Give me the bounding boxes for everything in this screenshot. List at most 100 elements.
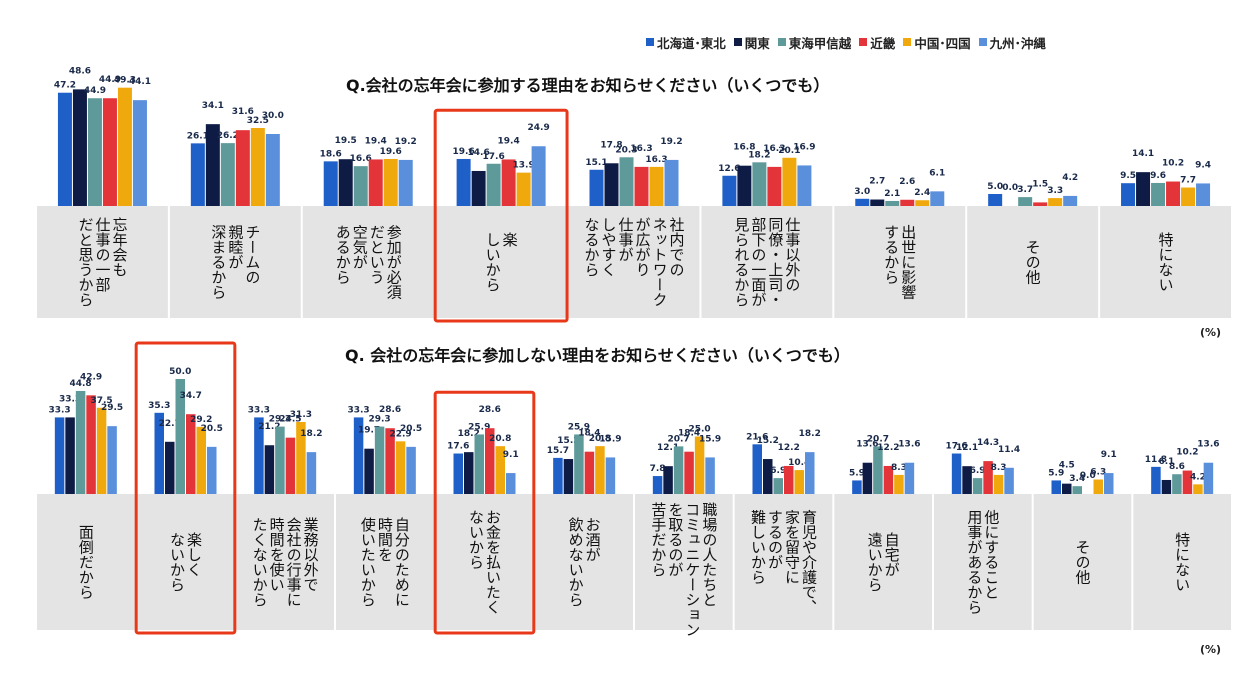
category-cell	[834, 206, 966, 318]
data-label: 4.2	[1190, 472, 1206, 482]
bar	[453, 453, 463, 494]
bar	[1048, 198, 1063, 206]
bar	[737, 165, 752, 206]
data-label: 12.1	[657, 443, 679, 453]
category-cell	[37, 206, 168, 318]
data-label: 20.3	[615, 145, 637, 155]
data-label: 7.8	[650, 464, 666, 474]
category-label: たくないから	[251, 517, 269, 607]
bar	[72, 89, 87, 206]
bar	[722, 175, 737, 206]
category-label: 特にない	[1173, 532, 1191, 592]
bar	[96, 407, 107, 494]
category-label: 家を留守に	[783, 510, 801, 585]
data-label: 3.0	[854, 187, 870, 197]
data-label: 4.5	[1059, 461, 1075, 471]
bar	[186, 414, 196, 494]
category-cell	[1133, 494, 1231, 630]
data-label: 10.2	[1162, 159, 1184, 169]
category-label: が広がり	[634, 217, 652, 277]
legend-swatch	[859, 38, 868, 46]
category-label: 見られるから	[732, 217, 750, 307]
bar	[464, 452, 474, 494]
bar	[75, 390, 86, 494]
bar	[805, 452, 815, 494]
data-label: 0.0	[1080, 471, 1096, 481]
category-label: 空気が	[351, 225, 369, 270]
category-label: お金を払いたく	[484, 510, 502, 615]
category-label: 社内での	[668, 217, 686, 277]
category-label: 会社の行事に	[285, 517, 303, 607]
data-label: 18.2	[748, 150, 770, 160]
bar	[563, 459, 574, 494]
category-label: 出世に影響	[899, 225, 917, 301]
data-label: 20.8	[589, 434, 611, 444]
legend: 北海道･東北 関東 東海甲信越 近畿 中国･四国 九州･沖縄	[646, 33, 1054, 52]
data-label: 6.9	[770, 466, 786, 476]
category-cell	[734, 494, 833, 630]
data-label: 6.3	[1090, 468, 1106, 478]
category-label: を取るのが	[666, 502, 684, 577]
data-label: 18.6	[320, 149, 342, 159]
bar	[634, 166, 649, 206]
category-label: ないから	[467, 510, 485, 570]
category-label: 苦手だから	[649, 502, 667, 577]
bar	[894, 474, 904, 494]
data-label: 13.6	[856, 440, 878, 450]
data-label: 12.2	[877, 443, 899, 453]
bar	[207, 446, 217, 494]
bar	[265, 134, 280, 206]
data-label: 28.6	[479, 405, 501, 415]
data-label: 44.8	[69, 379, 91, 389]
category-label: 育児や介護で、	[800, 510, 818, 615]
bar	[86, 395, 96, 494]
data-label: 20.7	[667, 434, 689, 444]
category-label: 時間を使い	[268, 517, 286, 592]
category-cell	[635, 494, 733, 630]
data-label: 6.9	[970, 466, 986, 476]
category-label: 仕事以外の	[783, 217, 801, 292]
bar	[1062, 483, 1072, 494]
data-label: 47.2	[54, 81, 76, 91]
data-label: 20.7	[867, 434, 889, 444]
data-label: 22.9	[389, 429, 411, 439]
bar	[752, 162, 767, 206]
data-label: 19.4	[365, 136, 387, 146]
bar	[1136, 172, 1151, 206]
data-label: 12.2	[778, 443, 800, 453]
bar	[951, 453, 962, 494]
legend-item-kyushu-okinawa: 九州･沖縄	[978, 33, 1046, 52]
data-label: 29.5	[101, 403, 123, 413]
bar	[673, 446, 684, 494]
data-label: 15.2	[757, 436, 779, 446]
bar	[474, 434, 484, 494]
data-label: 17.6	[447, 442, 469, 452]
chart-title: Q. 会社の忘年会に参加しない理由をお知らせください（いくつでも）	[345, 346, 850, 365]
bar	[763, 459, 773, 494]
legend-item-kinki: 近畿	[859, 33, 895, 52]
bar	[883, 465, 894, 494]
legend-swatch	[978, 38, 987, 46]
data-label: 5.9	[849, 468, 865, 478]
data-label: 18.4	[578, 429, 600, 439]
bar	[904, 462, 915, 494]
data-label: 25.9	[568, 422, 590, 432]
bar	[1104, 473, 1114, 494]
bar	[107, 426, 117, 494]
bar	[1063, 195, 1078, 206]
data-label: 18.4	[678, 429, 700, 439]
category-cell	[834, 494, 932, 630]
data-label: 31.3	[290, 410, 312, 420]
bar	[165, 441, 175, 494]
category-label: 仕事の一部	[93, 217, 111, 292]
data-label: 5.0	[987, 182, 1003, 192]
data-label: 7.7	[1180, 176, 1196, 186]
category-label: 部下の一面が	[749, 217, 767, 307]
bar	[862, 462, 873, 494]
category-label: お酒が	[584, 517, 602, 562]
bar	[486, 163, 501, 206]
bar	[962, 466, 972, 494]
legend-swatch	[777, 38, 786, 46]
bar	[175, 379, 185, 494]
category-label: 同僚・上司・	[766, 217, 784, 307]
